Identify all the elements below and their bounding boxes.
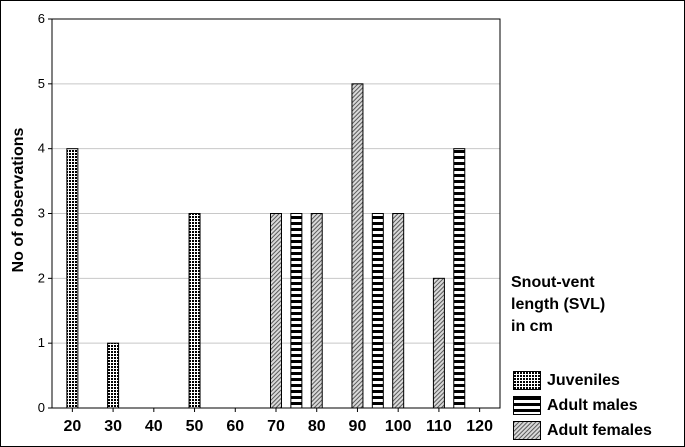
x-axis-label-line: Snout-vent [511, 274, 595, 291]
x-tick-label: 60 [226, 418, 244, 435]
x-tick-label: 120 [466, 418, 493, 435]
y-tick-label: 6 [38, 11, 45, 26]
y-tick-label: 3 [38, 206, 45, 221]
y-tick-label: 1 [38, 335, 45, 350]
bar-adult-females [432, 277, 445, 409]
bars [66, 83, 466, 409]
bar-adult-males [290, 213, 303, 409]
x-tick-label: 70 [267, 418, 285, 435]
x-tick-label: 20 [63, 418, 81, 435]
x-tick-label: 80 [308, 418, 326, 435]
x-axis-label-line: in cm [511, 318, 553, 335]
legend-item-juveniles: Juveniles [513, 368, 683, 393]
legend: Juveniles Adult males Adult females [513, 368, 683, 443]
y-tick-label: 0 [38, 400, 45, 415]
bar-juveniles [107, 342, 120, 409]
y-tick-label: 2 [38, 270, 45, 285]
bar-adult-females [270, 213, 282, 409]
x-axis-label: Snout-vent length (SVL) in cm [511, 272, 681, 338]
bar-adult-females [392, 213, 405, 409]
y-axis-label-wrap: No of observations [4, 80, 34, 320]
x-tick-label: 50 [186, 418, 204, 435]
x-axis-label-line: length (SVL) [511, 296, 606, 313]
bar-juveniles [188, 213, 201, 409]
y-tick-label: 5 [38, 76, 45, 91]
bar-adult-males [453, 148, 466, 409]
axis-ticks: 0 1 2 3 4 5 6 20 30 40 50 60 70 80 90 100 110 120 [38, 11, 493, 435]
legend-swatch-adult-males [513, 396, 541, 415]
legend-label: Juveniles [547, 371, 620, 389]
legend-item-adult-females: Adult females [513, 418, 683, 443]
bar-juveniles [66, 148, 79, 409]
bar-adult-males [371, 213, 384, 409]
legend-swatch-juveniles [513, 371, 541, 390]
legend-label: Adult males [547, 396, 638, 414]
x-tick-label: 110 [426, 418, 452, 435]
y-axis-label: No of observations [10, 127, 27, 273]
legend-swatch-adult-females [513, 421, 541, 440]
y-tick-label: 4 [38, 141, 45, 156]
x-tick-label: 90 [349, 418, 367, 435]
legend-item-adult-males: Adult males [513, 393, 683, 418]
legend-label: Adult females [547, 421, 652, 439]
x-tick-label: 30 [104, 418, 122, 435]
x-tick-label: 40 [145, 418, 163, 435]
bar-adult-females [351, 83, 364, 409]
x-tick-label: 100 [385, 418, 412, 435]
bar-adult-females [310, 213, 323, 409]
